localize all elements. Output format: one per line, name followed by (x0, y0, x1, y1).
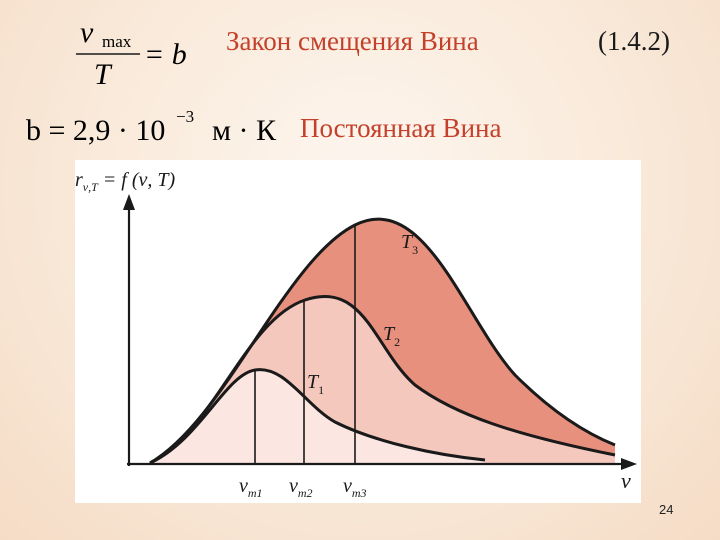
formula-nu-subscript: max (102, 32, 132, 51)
formula-denominator: T (94, 58, 113, 88)
x-axis-label: ν (621, 468, 631, 493)
label-t2: T2 (383, 323, 400, 349)
curve-t2 (149, 295, 616, 465)
wien-constant-formula: b = 2,9 · 10 −3 м · К (26, 107, 277, 147)
page-number: 24 (659, 502, 674, 517)
tick-label-m1: νm1 (239, 475, 263, 500)
tick-label-m3: νm3 (343, 475, 367, 500)
y-axis-label: rν,T = f (ν, T) (75, 169, 176, 194)
planck-curves-diagram: rν,T = f (ν, T) ν T3 T2 T1 νm1 νm2 νm3 (75, 160, 641, 503)
tick-label-m2: νm2 (289, 475, 313, 500)
constant-lhs: b = 2,9 · 10 (26, 114, 165, 147)
y-axis-arrow (123, 194, 135, 210)
wien-constant-title: Постоянная Вина (300, 113, 502, 143)
x-axis-arrow (621, 458, 637, 470)
constant-exponent: −3 (176, 107, 194, 126)
curve-t1-fill (150, 369, 485, 463)
label-t3: T3 (401, 231, 418, 257)
equation-number: (1.4.2) (598, 26, 670, 56)
formula-rhs: = b (144, 38, 187, 71)
curve-t1 (149, 368, 486, 465)
wien-law-title: Закон смещения Вина (226, 26, 479, 56)
label-t1: T1 (307, 371, 324, 397)
constant-units: м · К (212, 114, 277, 147)
formula-nu: ν (80, 16, 94, 49)
wien-law-formula: ν max T = b (76, 16, 187, 88)
